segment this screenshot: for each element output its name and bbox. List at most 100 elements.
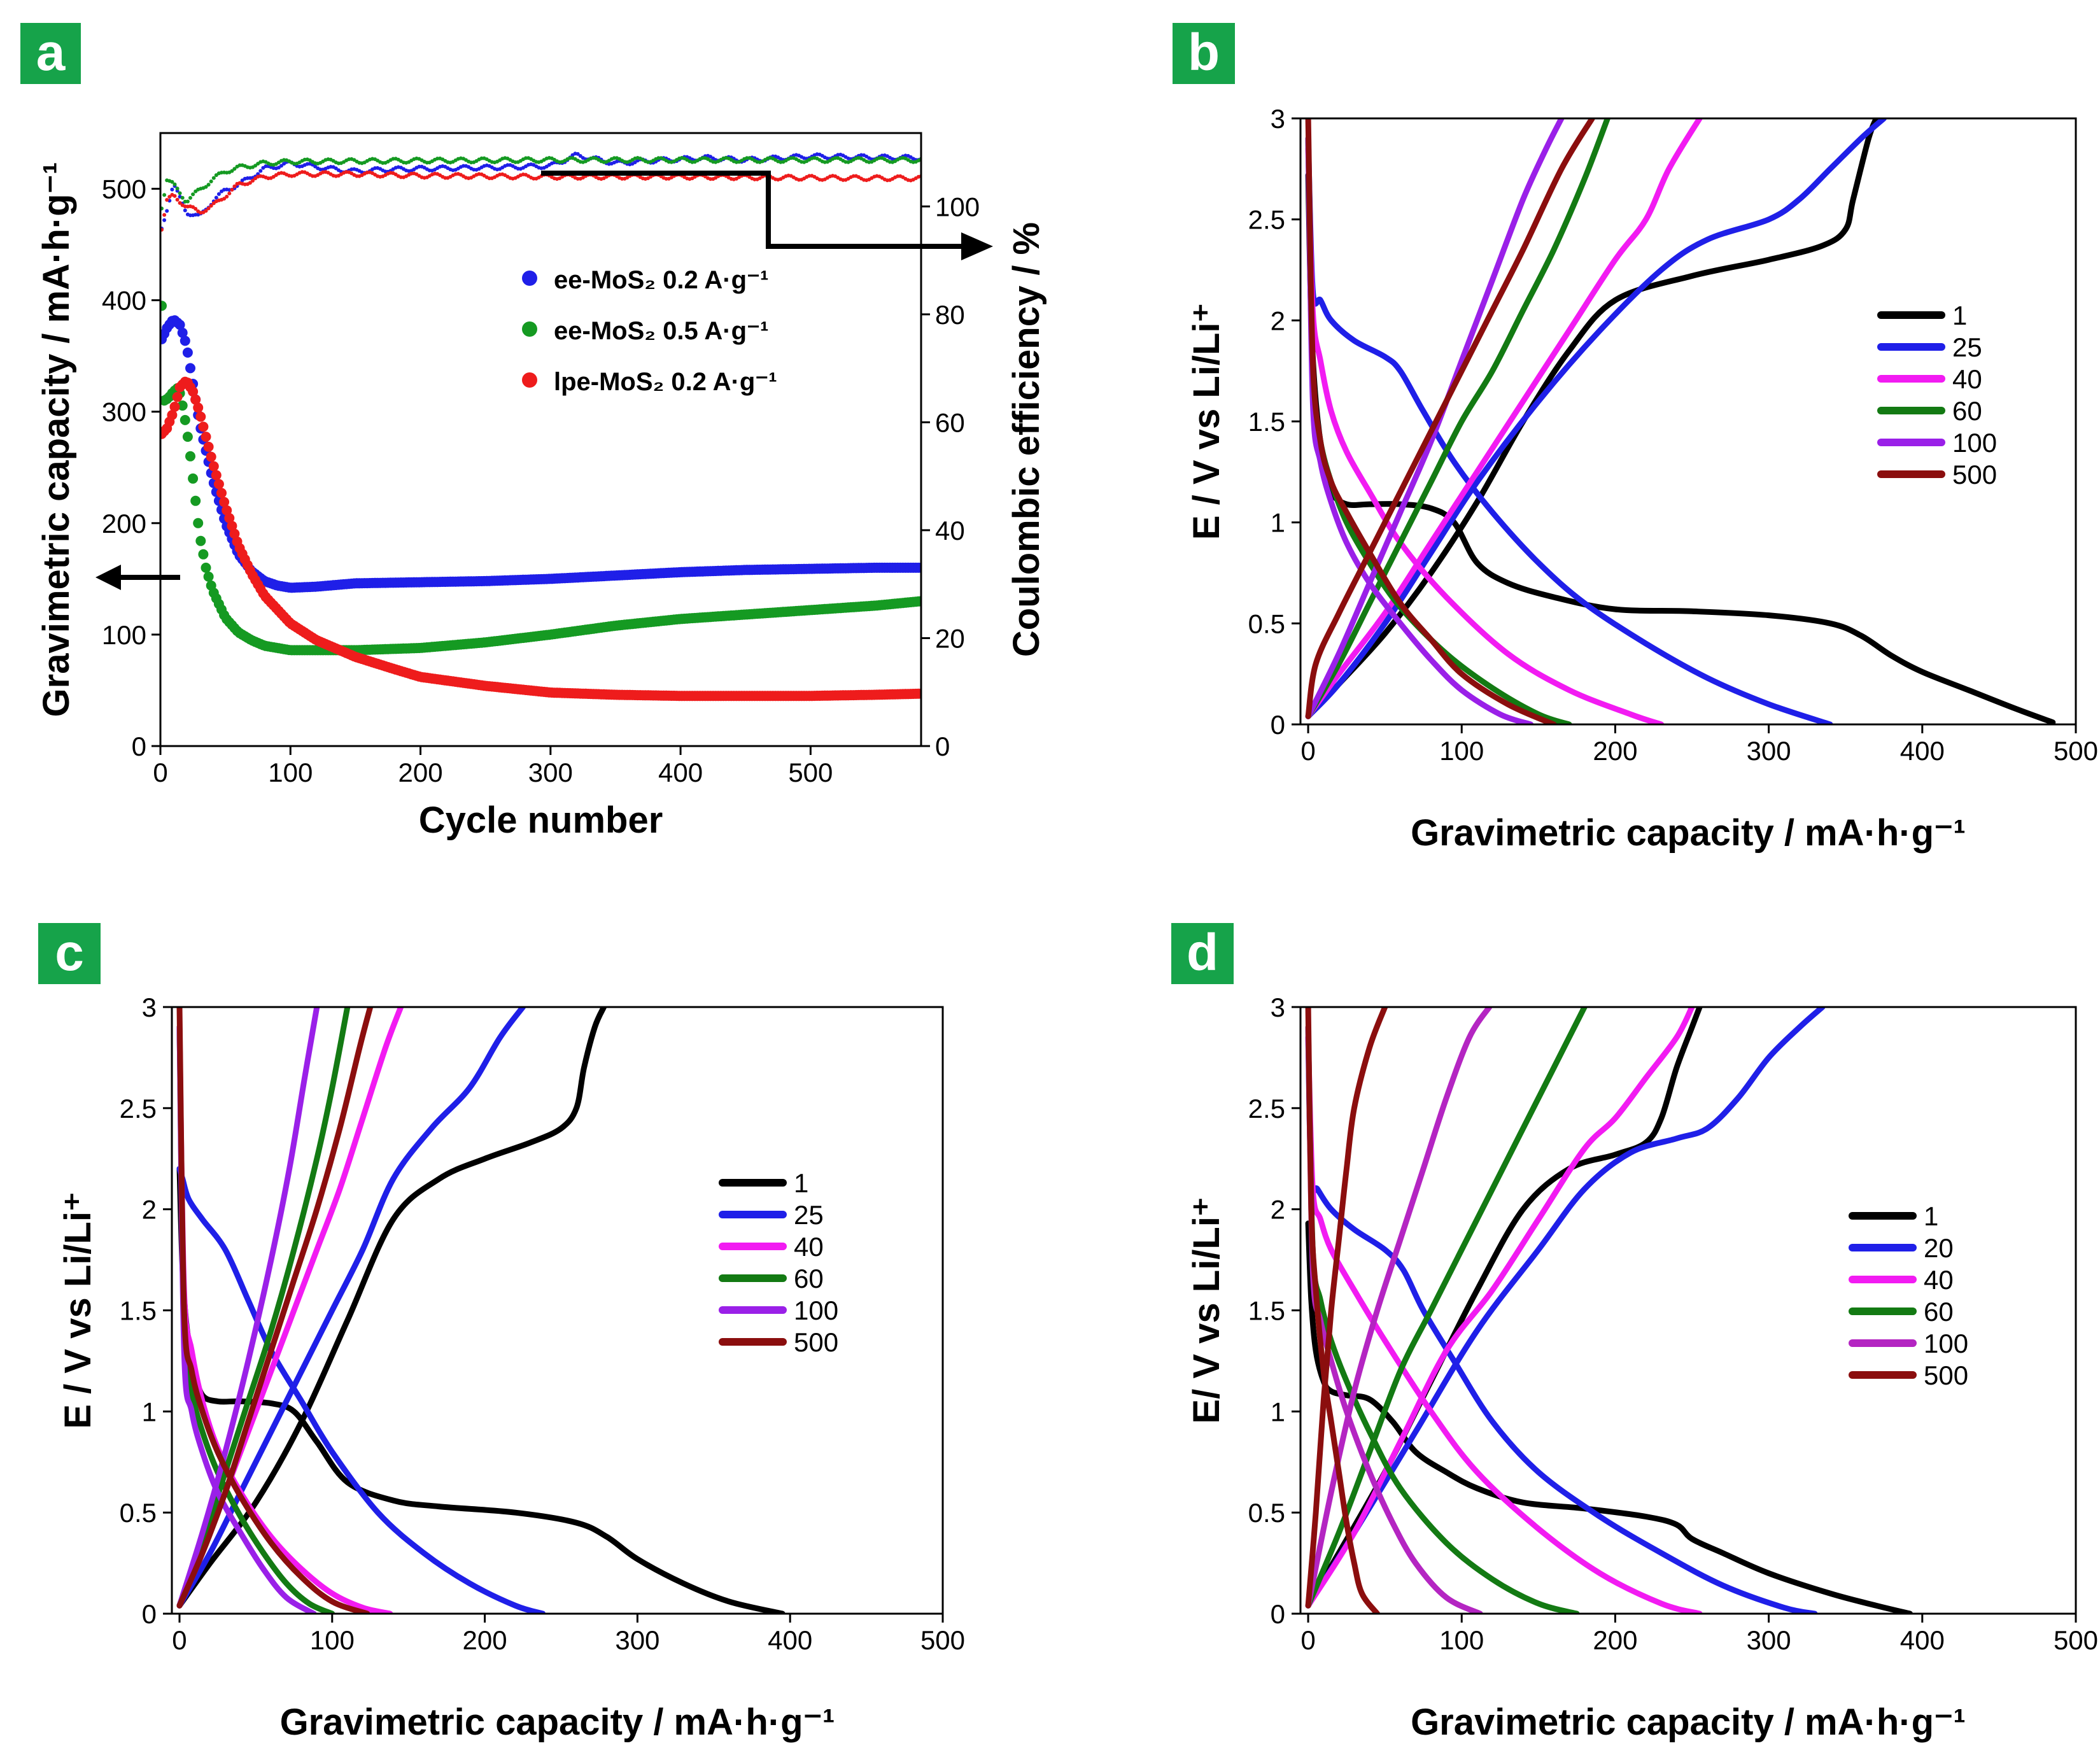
data-point xyxy=(162,213,167,217)
axis-arrow-right xyxy=(541,171,993,260)
discharge-curve xyxy=(1305,1007,1381,1614)
series-ee-mos-0-2-a-g-capacity xyxy=(160,315,921,593)
data-point xyxy=(170,187,174,192)
y-tick-label: 1.5 xyxy=(1248,407,1285,437)
data-point xyxy=(201,562,211,573)
data-point xyxy=(203,571,214,582)
x-tick-label: 200 xyxy=(463,1625,507,1655)
data-point xyxy=(209,204,213,208)
data-point xyxy=(222,197,227,201)
discharge-curve xyxy=(1305,1034,1703,1614)
y-tick-label: 3 xyxy=(142,992,157,1022)
legend-label: 60 xyxy=(1924,1297,1954,1327)
series-lpe-mos-0-2-a-g-capacity xyxy=(160,376,921,701)
panel-badge-label: b xyxy=(1188,24,1220,81)
data-point xyxy=(612,156,616,160)
y-tick-label: 2.5 xyxy=(1248,205,1285,235)
data-point xyxy=(213,479,224,490)
y2-tick-label: 0 xyxy=(935,731,950,761)
data-point xyxy=(185,199,190,204)
discharge-curve xyxy=(176,1166,546,1614)
legend-label: 500 xyxy=(794,1327,838,1357)
data-point xyxy=(209,180,213,183)
legend-label: 60 xyxy=(794,1264,824,1293)
data-point xyxy=(165,209,169,213)
panel-a: a 0 100 200 300 400 500 0 100 200 300 400 500 0 20 40 60… xyxy=(20,23,1047,841)
legend-label: 40 xyxy=(794,1232,824,1262)
data-point xyxy=(700,156,705,160)
y-axis-label: E/ V vs Li/Li⁺ xyxy=(1186,1197,1227,1423)
x-axis-label: Gravimetric capacity / mA·h·g⁻¹ xyxy=(1411,1702,1966,1743)
charge-curve xyxy=(176,1007,374,1609)
data-point xyxy=(180,335,190,346)
series-cycle-25 xyxy=(1305,118,1887,724)
plot-frame xyxy=(159,132,922,747)
y-tick-label: 1.5 xyxy=(120,1296,157,1326)
data-point xyxy=(162,193,167,197)
y-tick-label: 3 xyxy=(1271,992,1285,1022)
data-point xyxy=(211,176,216,180)
charge-curve xyxy=(1305,1007,1826,1609)
x-tick-label: 500 xyxy=(2054,736,2098,766)
y-tick-label: 1 xyxy=(1271,508,1285,538)
legend-label: ee-MoS₂ 0.2 A·g⁻¹ xyxy=(554,266,768,294)
data-point xyxy=(194,207,198,211)
data-point xyxy=(206,206,211,211)
data-point xyxy=(173,182,177,187)
data-point xyxy=(177,400,188,411)
legend-label: lpe-MoS₂ 0.2 A·g⁻¹ xyxy=(554,368,777,396)
x-tick-label: 300 xyxy=(1747,1625,1791,1655)
legend-label: ee-MoS₂ 0.5 A·g⁻¹ xyxy=(554,317,768,345)
data-point xyxy=(178,201,182,205)
data-point xyxy=(253,164,258,168)
y-axis-label: E / V vs Li/Li⁺ xyxy=(57,1192,99,1428)
legend-label: 60 xyxy=(1952,396,1982,426)
data-point xyxy=(225,194,229,199)
y-tick-label: 0.5 xyxy=(120,1498,157,1528)
y-axis-label: E / V vs Li/Li⁺ xyxy=(1186,303,1227,540)
y-tick-label: 0 xyxy=(1271,710,1285,740)
series-cycle-20 xyxy=(1305,1007,1826,1614)
charge-curve xyxy=(1305,118,1610,719)
x-tick-label: 200 xyxy=(398,758,443,787)
x-tick-label: 0 xyxy=(153,758,167,787)
data-point xyxy=(188,386,199,397)
arrow-head xyxy=(961,232,993,260)
discharge-curve xyxy=(1305,146,1665,724)
data-point xyxy=(160,300,167,311)
panel-b: b 0 100 200 300 400 500 0 0.5 1 1.5 2 2.5 3 Gravimetri… xyxy=(1173,23,2098,854)
plot-area xyxy=(176,1007,786,1614)
data-point xyxy=(211,470,222,481)
data-point xyxy=(916,688,921,699)
data-point xyxy=(232,167,237,171)
series-cycle-100 xyxy=(1305,1007,1493,1614)
series-ee-mos-0-5-a-g-capacity xyxy=(160,300,921,656)
x-tick-label: 100 xyxy=(268,758,313,787)
data-point xyxy=(214,195,218,200)
data-point xyxy=(183,208,187,213)
data-point xyxy=(191,192,195,197)
legend-label: 100 xyxy=(1924,1329,1968,1358)
discharge-curve xyxy=(1305,136,1833,724)
x-tick-label: 0 xyxy=(1300,736,1315,766)
legend-label: 25 xyxy=(794,1200,824,1230)
x-axis-label: Gravimetric capacity / mA·h·g⁻¹ xyxy=(280,1702,835,1743)
legend-label: 20 xyxy=(1924,1233,1954,1263)
legend-label: 1 xyxy=(1952,300,1967,330)
y-tick-label: 1.5 xyxy=(1248,1296,1285,1326)
charge-curve xyxy=(176,1007,607,1609)
charge-curve xyxy=(1305,118,1703,719)
series-cycle-1 xyxy=(176,1007,786,1614)
x-tick-label: 400 xyxy=(1900,1625,1945,1655)
data-point xyxy=(180,414,190,425)
data-point xyxy=(227,191,232,195)
discharge-curve xyxy=(1305,1024,1483,1614)
series-cycle-40 xyxy=(1305,118,1703,724)
data-point xyxy=(170,180,174,184)
legend-label: 25 xyxy=(1952,332,1982,362)
data-point xyxy=(198,421,209,432)
y-tick-label: 2 xyxy=(1271,306,1285,335)
y-tick-label: 3 xyxy=(1271,104,1285,134)
x-tick-label: 100 xyxy=(1439,1625,1484,1655)
arrow-shaft xyxy=(541,171,961,249)
